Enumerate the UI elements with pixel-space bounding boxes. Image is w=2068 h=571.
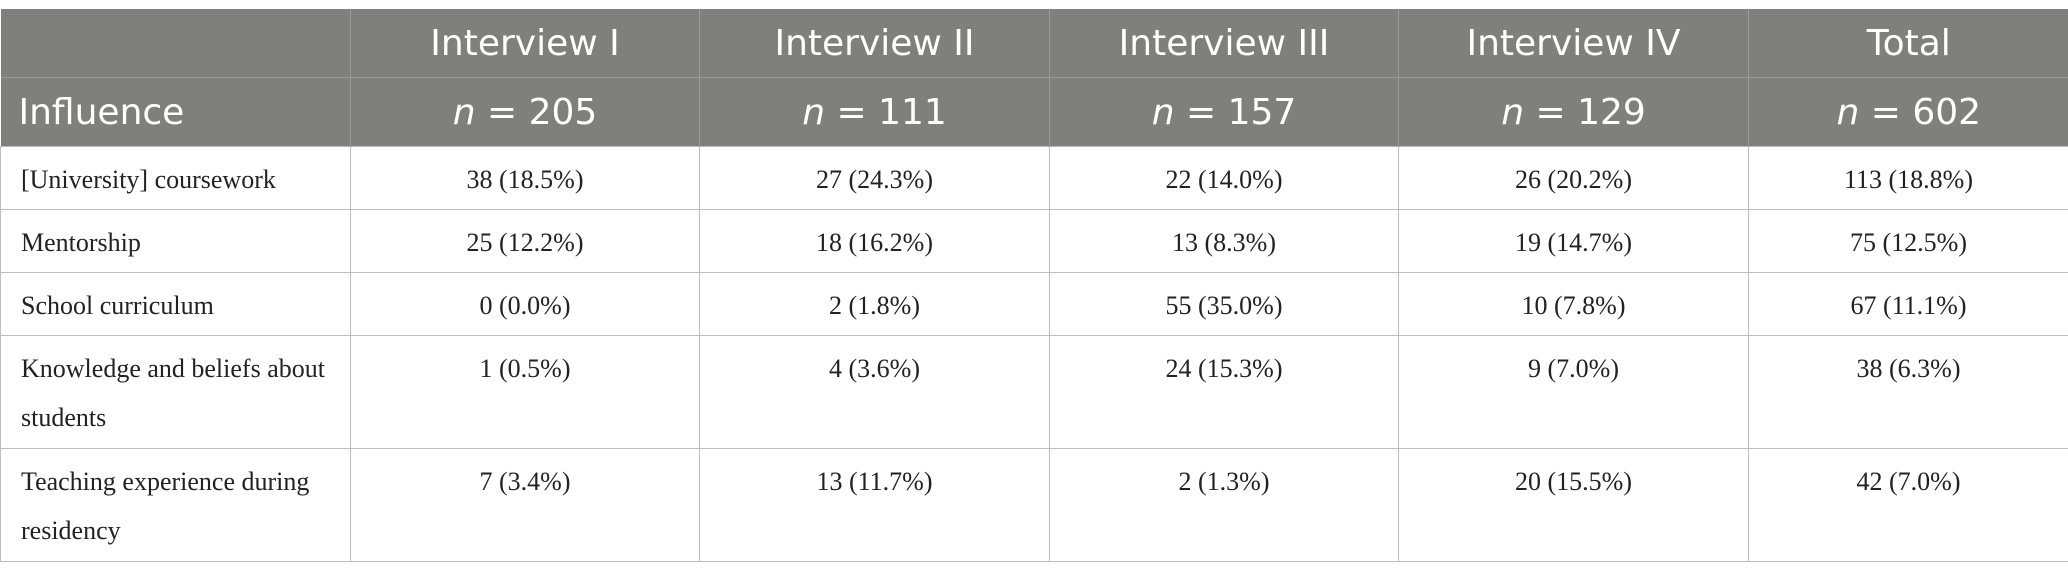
count-variable: n bbox=[1151, 91, 1175, 133]
header-row: Influence n = 205 n = 111 n = 157 n = 129 n =… bbox=[0, 77, 2068, 147]
cell: 13 (8.3%) bbox=[1049, 209, 1399, 273]
cell: 24 (15.3%) bbox=[1049, 335, 1399, 449]
cell: 10 (7.8%) bbox=[1398, 272, 1749, 336]
row-label: Knowledge and beliefs about students bbox=[0, 335, 351, 449]
cell: 113 (18.8%) bbox=[1748, 146, 2068, 210]
count-header: n = 129 bbox=[1398, 77, 1749, 147]
table-row: Knowledge and beliefs about students 1 (0… bbox=[0, 335, 2068, 449]
data-table: Interview I Interview II Interview III Inte… bbox=[0, 9, 2068, 562]
cell: 1 (0.5%) bbox=[350, 335, 700, 449]
table-body: [University] coursework 38 (18.5%) 27 (24.… bbox=[0, 146, 2068, 562]
cell: 22 (14.0%) bbox=[1049, 146, 1399, 210]
cell: 38 (6.3%) bbox=[1748, 335, 2068, 449]
count-variable: n bbox=[1501, 91, 1525, 133]
cell: 2 (1.3%) bbox=[1049, 448, 1399, 562]
table-row: School curriculum 0 (0.0%) 2 (1.8%) 55 (35.… bbox=[0, 272, 2068, 336]
cell: 25 (12.2%) bbox=[350, 209, 700, 273]
count-header: n = 602 bbox=[1748, 77, 2068, 147]
cell: 20 (15.5%) bbox=[1398, 448, 1749, 562]
cell: 4 (3.6%) bbox=[699, 335, 1050, 449]
column-header: Interview II bbox=[699, 9, 1050, 78]
count-value: = 205 bbox=[486, 91, 598, 133]
row-label: School curriculum bbox=[0, 272, 351, 336]
cell: 18 (16.2%) bbox=[699, 209, 1050, 273]
cell: 2 (1.8%) bbox=[699, 272, 1050, 336]
cell: 0 (0.0%) bbox=[350, 272, 700, 336]
cell: 67 (11.1%) bbox=[1748, 272, 2068, 336]
row-label: Mentorship bbox=[0, 209, 351, 273]
table-row: [University] coursework 38 (18.5%) 27 (24.… bbox=[0, 146, 2068, 210]
table-head: Interview I Interview II Interview III Inte… bbox=[0, 9, 2068, 147]
count-variable: n bbox=[802, 91, 826, 133]
row-label: [University] coursework bbox=[0, 146, 351, 210]
cell: 26 (20.2%) bbox=[1398, 146, 1749, 210]
row-label: Teaching experience during residency bbox=[0, 448, 351, 562]
cell: 55 (35.0%) bbox=[1049, 272, 1399, 336]
cell: 27 (24.3%) bbox=[699, 146, 1050, 210]
count-header: n = 111 bbox=[699, 77, 1050, 147]
cell: 7 (3.4%) bbox=[350, 448, 700, 562]
count-value: = 157 bbox=[1185, 91, 1297, 133]
header-cell bbox=[0, 9, 351, 78]
count-value: = 111 bbox=[836, 91, 947, 133]
column-header: Interview IV bbox=[1398, 9, 1749, 78]
column-header: Total bbox=[1748, 9, 2068, 78]
cell: 13 (11.7%) bbox=[699, 448, 1050, 562]
count-value: = 602 bbox=[1870, 91, 1982, 133]
header-row: Interview I Interview II Interview III Inte… bbox=[0, 9, 2068, 78]
table-row: Mentorship 25 (12.2%) 18 (16.2%) 13 (8.3%) 1… bbox=[0, 209, 2068, 273]
count-variable: n bbox=[452, 91, 476, 133]
count-value: = 129 bbox=[1535, 91, 1646, 133]
column-header: Interview III bbox=[1049, 9, 1399, 78]
count-variable: n bbox=[1836, 91, 1860, 133]
row-header: Influence bbox=[0, 77, 351, 147]
cell: 9 (7.0%) bbox=[1398, 335, 1749, 449]
cell: 42 (7.0%) bbox=[1748, 448, 2068, 562]
count-header: n = 205 bbox=[350, 77, 700, 147]
cell: 38 (18.5%) bbox=[350, 146, 700, 210]
cell: 19 (14.7%) bbox=[1398, 209, 1749, 273]
column-header: Interview I bbox=[350, 9, 700, 78]
cell: 75 (12.5%) bbox=[1748, 209, 2068, 273]
count-header: n = 157 bbox=[1049, 77, 1399, 147]
table-row: Teaching experience during residency 7 (3… bbox=[0, 448, 2068, 562]
